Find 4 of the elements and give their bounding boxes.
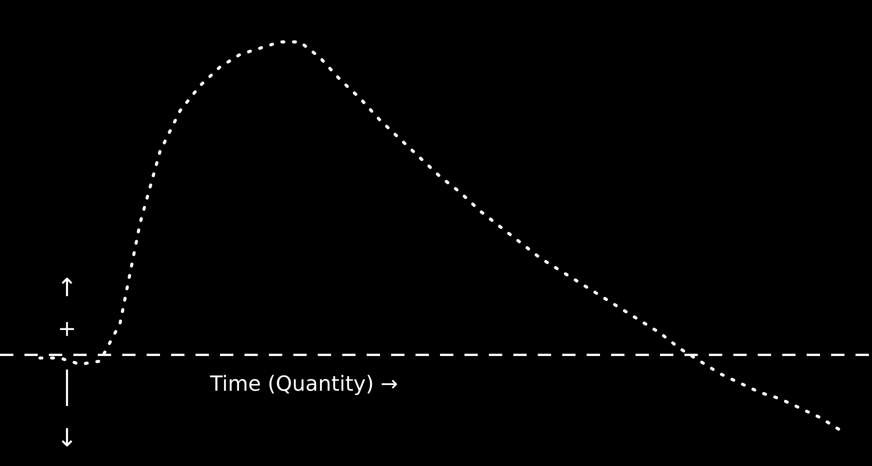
annotation: + (60, 322, 74, 336)
annotation: ↓ (62, 428, 72, 446)
annotation: Time (Quantity) → (210, 374, 397, 396)
annotation: ↑ (62, 278, 72, 296)
